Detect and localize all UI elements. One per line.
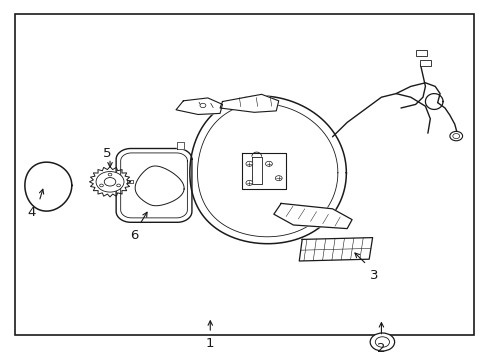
Circle shape — [100, 184, 103, 187]
Text: 1: 1 — [205, 337, 214, 350]
Circle shape — [117, 184, 120, 187]
Circle shape — [200, 103, 205, 108]
Circle shape — [369, 333, 394, 351]
Circle shape — [449, 131, 462, 141]
Circle shape — [104, 177, 116, 186]
Polygon shape — [89, 167, 130, 197]
Polygon shape — [242, 153, 285, 189]
Text: 5: 5 — [103, 147, 112, 159]
Bar — [415, 50, 427, 56]
Polygon shape — [176, 98, 222, 114]
Polygon shape — [116, 149, 192, 222]
Circle shape — [96, 171, 124, 192]
Polygon shape — [135, 166, 184, 206]
Text: 4: 4 — [27, 206, 36, 219]
Circle shape — [245, 161, 252, 166]
Circle shape — [245, 180, 252, 185]
Polygon shape — [189, 96, 346, 244]
Text: 2: 2 — [376, 342, 385, 355]
Text: 3: 3 — [369, 269, 378, 282]
Polygon shape — [220, 94, 278, 112]
Polygon shape — [273, 203, 351, 229]
Polygon shape — [127, 180, 132, 183]
Bar — [15, 14, 473, 335]
Circle shape — [375, 337, 389, 347]
Polygon shape — [251, 157, 261, 184]
Bar — [419, 60, 430, 66]
Circle shape — [108, 173, 112, 176]
Polygon shape — [177, 142, 183, 149]
Polygon shape — [25, 162, 72, 211]
Polygon shape — [299, 238, 372, 261]
Text: 6: 6 — [130, 229, 139, 242]
Circle shape — [265, 161, 272, 166]
Circle shape — [275, 176, 282, 181]
Circle shape — [452, 134, 459, 139]
